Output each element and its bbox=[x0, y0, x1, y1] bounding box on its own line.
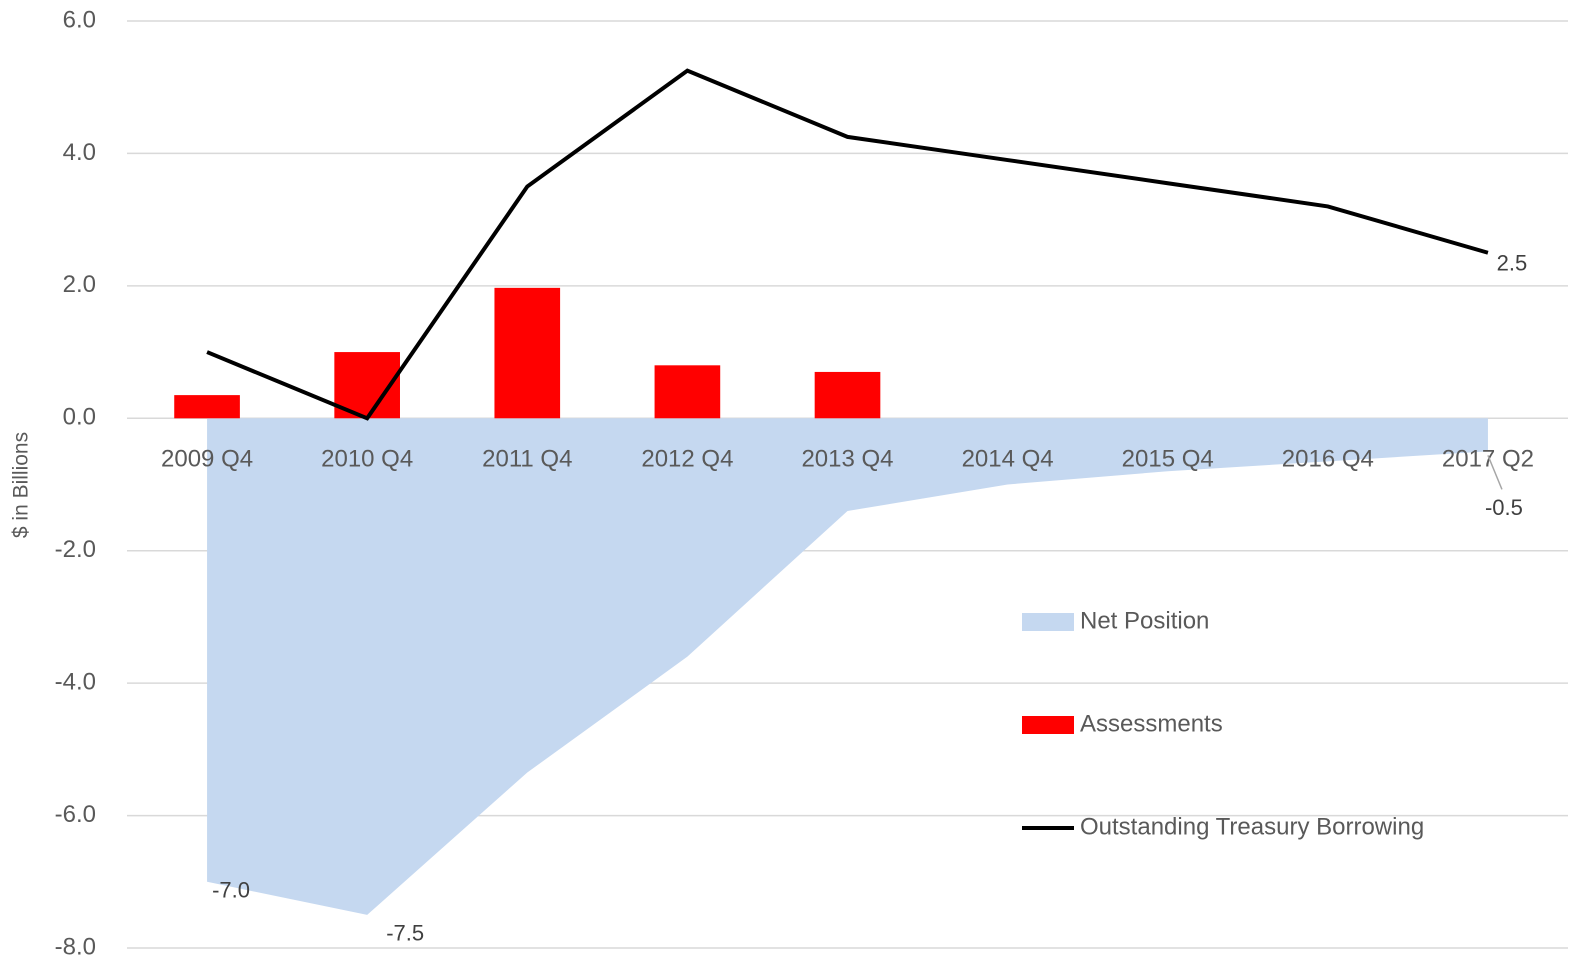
leader-line bbox=[1487, 455, 1503, 490]
y-tick-label: 0.0 bbox=[63, 404, 96, 431]
x-tick-label: 2010 Q4 bbox=[321, 445, 413, 472]
data-label: -7.5 bbox=[386, 921, 424, 946]
data-label: -7.0 bbox=[212, 878, 250, 903]
legend-swatch bbox=[1022, 716, 1074, 734]
x-tick-label: 2016 Q4 bbox=[1282, 445, 1374, 472]
legend-label: Assessments bbox=[1080, 710, 1223, 737]
y-tick-label: 2.0 bbox=[63, 271, 96, 298]
x-tick-label: 2015 Q4 bbox=[1122, 445, 1214, 472]
y-tick-label: -8.0 bbox=[55, 933, 96, 960]
line bbox=[206, 68, 1489, 421]
x-tick-label: 2011 Q4 bbox=[482, 445, 572, 472]
bar bbox=[814, 371, 881, 419]
x-tick-label: 2017 Q2 bbox=[1442, 445, 1534, 472]
y-tick-label: -6.0 bbox=[55, 801, 96, 828]
bar bbox=[494, 287, 561, 419]
y-tick-label: -2.0 bbox=[55, 536, 96, 563]
x-tick-label: 2012 Q4 bbox=[641, 445, 733, 472]
legend-label: Net Position bbox=[1080, 607, 1209, 634]
legend-swatch bbox=[1022, 613, 1074, 631]
bar bbox=[174, 395, 240, 419]
area bbox=[207, 418, 1488, 915]
bar bbox=[654, 365, 721, 419]
y-tick-label: 6.0 bbox=[63, 6, 96, 33]
data-label: 2.5 bbox=[1497, 251, 1528, 276]
legend-label: Outstanding Treasury Borrowing bbox=[1080, 813, 1424, 840]
y-axis-title: $ in Billions bbox=[10, 432, 33, 538]
y-tick-label: -4.0 bbox=[55, 668, 96, 695]
x-tick-label: 2009 Q4 bbox=[161, 445, 253, 472]
data-label: -0.5 bbox=[1485, 495, 1523, 520]
x-tick-label: 2014 Q4 bbox=[962, 445, 1054, 472]
y-tick-label: 4.0 bbox=[63, 139, 96, 166]
x-tick-label: 2013 Q4 bbox=[801, 445, 893, 472]
